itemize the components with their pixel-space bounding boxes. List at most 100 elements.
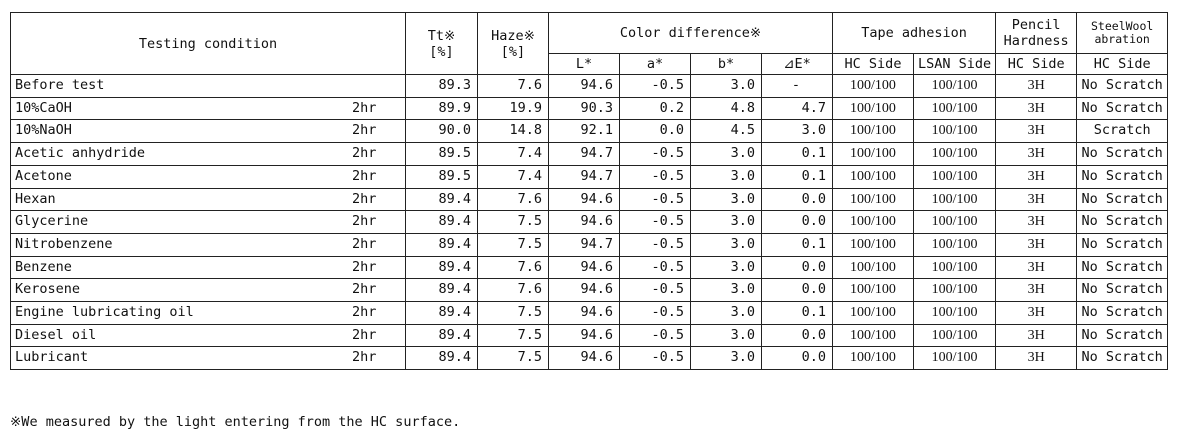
cell-steelwool: No Scratch [1076,164,1169,189]
cell-L: 90.3 [548,96,620,121]
cell-tt: 89.9 [405,96,478,121]
cell-duration: 2hr [323,142,406,166]
cell-dE: 0.1 [761,142,833,166]
cell-pencil: 3H [995,210,1078,234]
table-row: Nitrobenzene 2hr 89.4 7.5 94.7 -0.5 3.0 0.1 100/… [10,232,1169,257]
header-pencil-line1: Pencil [1011,17,1061,33]
cell-L: 94.6 [548,74,620,98]
cell-steelwool: No Scratch [1076,255,1169,280]
cell-duration: 2hr [323,119,406,144]
cell-pencil: 3H [995,301,1078,325]
cell-hc-side: 100/100 [832,323,914,348]
header-steel-hc-side: HC Side [1076,53,1169,75]
cell-duration: 2hr [323,232,406,257]
cell-hc-side: 100/100 [832,346,914,371]
header-steelwool-line1: SteelWool [1091,19,1154,33]
cell-lsan-side: 100/100 [912,74,997,98]
cell-a: -0.5 [619,346,691,371]
cell-dE: 0.1 [761,301,833,325]
cell-b: 3.0 [690,255,762,280]
header-testing-condition: Testing condition [10,12,406,75]
cell-lsan-side: 100/100 [912,164,997,189]
cell-a: -0.5 [619,164,691,189]
header-haze-label: Haze※ [491,27,535,44]
cell-duration: 2hr [323,301,406,325]
cell-L: 94.6 [548,323,620,348]
header-lsan-side: LSAN Side [912,53,997,75]
cell-steelwool: No Scratch [1076,278,1169,303]
cell-L: 94.6 [548,187,620,212]
cell-dE: 0.0 [761,346,833,371]
cell-pencil: 3H [995,96,1078,121]
cell-condition: Before test [10,74,406,98]
table-row: Acetic anhydride 2hr 89.5 7.4 94.7 -0.5 3.0 0.1… [10,142,1169,166]
cell-lsan-side: 100/100 [912,96,997,121]
cell-lsan-side: 100/100 [912,119,997,144]
cell-hc-side: 100/100 [832,74,914,98]
cell-condition: Diesel oil [10,323,324,348]
results-table: Testing condition Tt※ [%] Haze※ [%] Colo… [10,12,1169,371]
header-dE: ⊿E* [761,53,833,75]
table-row: Glycerine 2hr 89.4 7.5 94.6 -0.5 3.0 0.0 100/100… [10,210,1169,234]
cell-pencil: 3H [995,164,1078,189]
cell-condition: 10%NaOH [10,119,324,144]
cell-a: 0.2 [619,96,691,121]
header-color-difference: Color difference※ [548,12,833,54]
cell-duration: 2hr [323,164,406,189]
cell-b: 3.0 [690,210,762,234]
cell-a: -0.5 [619,232,691,257]
cell-dE: 0.0 [761,323,833,348]
cell-pencil: 3H [995,278,1078,303]
cell-haze: 7.5 [477,346,549,371]
cell-hc-side: 100/100 [832,210,914,234]
cell-pencil: 3H [995,142,1078,166]
cell-tt: 89.5 [405,142,478,166]
cell-a: -0.5 [619,187,691,212]
table-row: Engine lubricating oil 2hr 89.4 7.5 94.6 -0.5… [10,301,1169,325]
cell-hc-side: 100/100 [832,187,914,212]
cell-duration: 2hr [323,96,406,121]
cell-duration: 2hr [323,210,406,234]
cell-haze: 7.5 [477,301,549,325]
cell-haze: 7.6 [477,278,549,303]
cell-steelwool: No Scratch [1076,74,1169,98]
cell-condition: Kerosene [10,278,324,303]
cell-haze: 7.5 [477,210,549,234]
header-a: a* [619,53,691,75]
cell-dE: 4.7 [761,96,833,121]
cell-b: 3.0 [690,142,762,166]
cell-a: -0.5 [619,210,691,234]
cell-a: -0.5 [619,301,691,325]
header-tape-adhesion: Tape adhesion [831,12,997,54]
cell-hc-side: 100/100 [832,278,914,303]
cell-b: 3.0 [690,346,762,371]
cell-condition: Benzene [10,255,324,280]
cell-tt: 89.4 [405,323,478,348]
cell-steelwool: No Scratch [1076,232,1169,257]
cell-L: 94.7 [548,232,620,257]
cell-pencil: 3H [995,187,1078,212]
cell-condition: Glycerine [10,210,324,234]
cell-hc-side: 100/100 [832,96,914,121]
cell-haze: 7.5 [477,232,549,257]
cell-pencil: 3H [995,323,1078,348]
cell-a: -0.5 [619,278,691,303]
cell-L: 94.6 [548,255,620,280]
header-steelwool: SteelWool abration [1076,12,1169,54]
cell-tt: 89.4 [405,232,478,257]
header-pencil-hardness: Pencil Hardness [995,12,1078,54]
cell-dE: 0.1 [761,232,833,257]
cell-pencil: 3H [995,255,1078,280]
cell-duration: 2hr [323,278,406,303]
cell-lsan-side: 100/100 [912,232,997,257]
cell-steelwool: Scratch [1076,119,1169,144]
cell-a: -0.5 [619,142,691,166]
cell-b: 3.0 [690,164,762,189]
cell-pencil: 3H [995,74,1078,98]
header-haze: Haze※ [%] [477,12,549,75]
cell-b: 3.0 [690,187,762,212]
cell-dE: 0.0 [761,187,833,212]
cell-haze: 7.6 [477,187,549,212]
cell-steelwool: No Scratch [1076,346,1169,371]
cell-dE: 0.0 [761,210,833,234]
